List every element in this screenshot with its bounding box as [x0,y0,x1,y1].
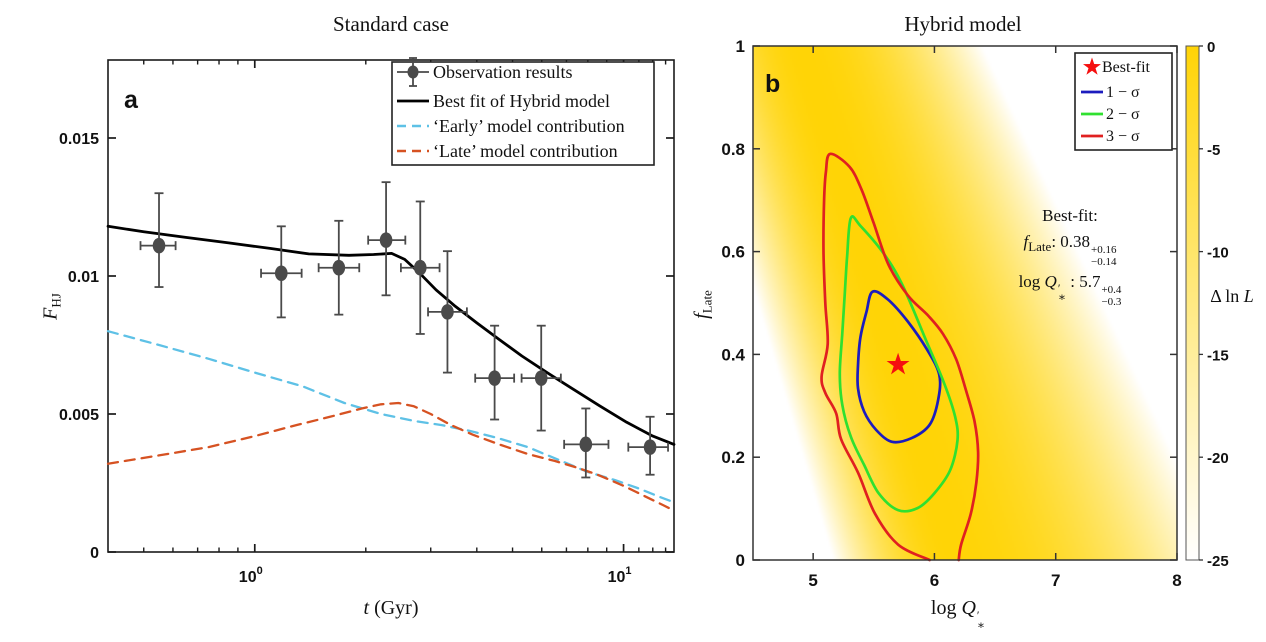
ylabel-b-main: f [690,313,713,319]
panel-a-legend-label: Observation results [433,62,572,82]
panel-b-legend-label: 2 − σ [1106,106,1140,123]
xlabel-a-rest: (Gyr) [369,597,419,619]
panel-b-ylabel: fLate [691,265,716,345]
panel-b-ticks: 5 6 7 8 0 0.2 0.4 0.6 0.8 1 [721,37,1181,590]
ylabel-a-main: F [39,307,62,320]
best-fit-star-icon [886,352,910,375]
panel-b-xtick-label: 7 [1051,571,1060,590]
observation-marker [534,370,548,386]
colorbar-gradient [1185,45,1200,561]
panel-b-xtick-label: 8 [1172,571,1181,590]
observation-marker [579,436,593,453]
colorbar-tick-label: -15 [1207,347,1229,364]
observation-marker [152,237,166,254]
xlabel-a-italic: t [363,597,370,619]
panel-a-legend-label: ‘Early’ model contribution [433,116,625,136]
panel-b-ytick-label: 0 [736,551,745,570]
data-point [563,407,610,479]
data-point [260,225,303,319]
colorbar-tick-label: -20 [1207,450,1229,467]
panel-a-ytick-label: 0.015 [59,131,99,148]
panel-a-letter: a [124,86,138,114]
data-point [367,181,407,297]
panel-b-ytick-label: 0.2 [721,448,745,467]
ylabel-a-sub: HJ [48,293,64,308]
panel-b-legend-label: 1 − σ [1106,84,1140,101]
panel-b-xtick-label: 5 [808,571,817,590]
colorbar-label-prefix: Δ ln [1210,286,1244,306]
observation-marker [488,370,501,386]
colorbar-tick-label: 0 [1207,39,1215,56]
colorbar: 0 -5 -10 -15 -20 -25 [1185,39,1229,570]
panel-a-title: Standard case [332,12,450,36]
panel-a-legend-label: ‘Late’ model contribution [433,141,618,161]
panel-b-title: Hybrid model [904,12,1022,36]
observation-marker [274,265,288,282]
data-point [474,324,516,421]
contour-3-sigma [820,152,980,562]
bestfit-annotation-flate: fLate: 0.38 +0.16 −0.14 [1023,231,1117,269]
ylabel-b-sub: Late [699,290,715,314]
panel-a-ytick-label: 0.005 [59,407,99,424]
panel-a-xtick-label: 100 [239,565,263,586]
panel-a-legend-label: Best fit of Hybrid model [433,91,610,111]
panel-a-ylabel: FHJ [40,267,65,347]
observation-marker [332,259,346,276]
colorbar-label-main: L [1243,286,1254,306]
panel-b-ytick-label: 0.6 [721,243,745,262]
panel-a-ytick-label: 0.01 [68,269,99,286]
observation-marker [413,259,427,276]
colorbar-tick-label: -10 [1207,245,1229,262]
series-late [106,401,676,512]
colorbar-label: Δ ln L [1199,286,1265,307]
panel-a-frame [107,59,675,553]
observation-marker [441,304,454,320]
contour-1-sigma [856,289,942,444]
colorbar-tick-label: -5 [1207,142,1220,159]
panel-b-letter: b [765,70,781,98]
panel-a-ticks: 100 101 0 0.005 0.01 0.015 [59,60,674,586]
panel-b-frame [752,45,1178,561]
panel-a: 100 101 0 0.005 0.01 0.015 Observation results… [59,57,676,586]
bestfit-annotation-logq: log Q ′ ∗ : 5.7 +0.4 −0.3 [1018,271,1122,309]
series-best-fit [106,224,676,446]
observation-points [139,181,669,479]
data-point [627,415,669,476]
panel-a-ytick-label: 0 [90,545,99,562]
xlabel-b-supsub: ′ ∗ [976,608,986,632]
panel-b: 5 6 7 8 0 0.2 0.4 0.6 0.8 1 Best-fit 1 − σ 2 − σ 3 − … [721,37,1181,590]
observation-marker [643,439,657,455]
panel-b-xtick-label: 6 [930,571,939,590]
panel-b-contours [820,152,980,562]
bestfit-annotation: Best-fit: fLate: 0.38 +0.16 −0.14 log Q ′ ∗ … [985,203,1155,309]
panel-a-legend-box [391,61,655,166]
panel-b-xlabel: log Q ′ ∗ [878,597,1038,630]
panel-a-legend: Observation results Best fit of Hybrid mo… [391,57,655,166]
data-point [139,192,177,288]
data-point [399,200,441,335]
panel-b-ytick-label: 1 [736,37,745,56]
bestfit-annotation-title: Best-fit: [1042,206,1098,225]
panel-b-ytick-label: 0.4 [721,345,745,364]
contour-2-sigma [838,215,960,513]
xlabel-b-prefix: log [930,597,962,619]
legend-marker-icon [407,65,419,79]
colorbar-tick-label: -25 [1207,553,1229,570]
panel-a-xtick-label: 101 [608,565,632,586]
xlabel-b-main: Q [961,597,976,619]
data-point [427,250,468,374]
data-point [317,219,361,316]
observation-marker [379,232,393,248]
panel-b-legend-label: 3 − σ [1106,128,1140,145]
panel-b-legend-label: Best-fit [1102,59,1151,76]
data-point [520,324,562,432]
legend-star-icon [1083,57,1101,75]
panel-a-curves [106,224,676,512]
panel-b-legend: Best-fit 1 − σ 2 − σ 3 − σ [1074,52,1173,151]
panel-a-xlabel: t (Gyr) [311,597,471,620]
panel-b-ytick-label: 0.8 [721,140,745,159]
